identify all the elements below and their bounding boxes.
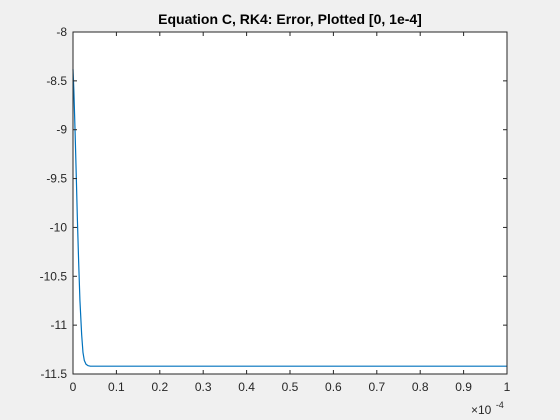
axes-background [73, 32, 507, 374]
x-tick-label: 0.9 [455, 380, 472, 394]
y-axis-ticks: -8 -8.5 -9 -9.5 -10 -10.5 -11 -11.5 [40, 25, 507, 381]
x-tick-label: 0.8 [412, 380, 429, 394]
x-tick-label: 0.4 [238, 380, 255, 394]
y-tick-label: -9.5 [46, 172, 67, 186]
x-axis-ticks: 0 0.1 0.2 0.3 0.4 0.5 0.6 0.7 0.8 0.9 1 [70, 32, 511, 394]
y-tick-label: -10 [50, 220, 68, 234]
x-exponent-base: ×10 [471, 403, 492, 417]
x-tick-label: 0.5 [282, 380, 299, 394]
x-tick-label: 0 [70, 380, 77, 394]
x-tick-label: 0.1 [108, 380, 125, 394]
chart-title: Equation C, RK4: Error, Plotted [0, 1e-4… [158, 11, 422, 27]
y-tick-label: -8 [56, 25, 67, 39]
x-tick-label: 0.3 [195, 380, 212, 394]
x-axis-exponent-label: ×10 -4 [471, 400, 504, 418]
y-tick-label: -11.5 [41, 367, 68, 381]
y-tick-label: -11 [51, 318, 68, 332]
y-tick-label: -10.5 [40, 269, 68, 283]
y-tick-label: -9 [56, 123, 67, 137]
x-tick-label: 0.2 [151, 380, 168, 394]
axes-box [72, 31, 508, 375]
plot-area [72, 69, 507, 367]
series-line-1 [72, 69, 507, 367]
y-tick-label: -8.5 [46, 74, 67, 88]
x-tick-label: 1 [504, 380, 511, 394]
x-tick-label: 0.7 [368, 380, 385, 394]
x-tick-label: 0.6 [325, 380, 342, 394]
x-exponent-value: -4 [496, 400, 504, 410]
